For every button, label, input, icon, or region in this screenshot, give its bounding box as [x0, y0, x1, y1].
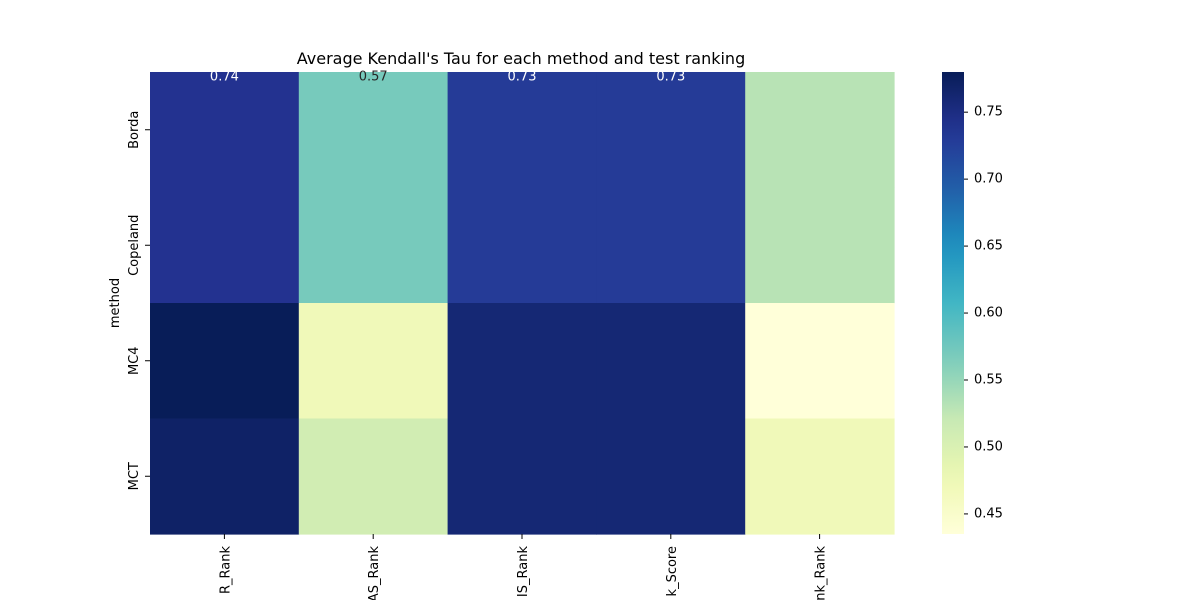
heatmap-cells [150, 72, 895, 535]
row-tick-labels: Borda Copeland MC4 MCT [127, 111, 150, 490]
column-tick-label: IS_Rank [516, 546, 531, 598]
heatmap-cell-borda-4 [745, 72, 895, 189]
heatmap-cell-mct-4 [745, 418, 895, 535]
cell-annotation: 0.74 [210, 69, 239, 84]
colorbar-tick-label: 0.65 [974, 239, 1003, 254]
colorbar-gradient [942, 72, 964, 534]
row-tick-label: MC4 [127, 346, 142, 375]
heatmap-cell-mc4-4 [745, 303, 895, 420]
heatmap-cell-mc4-1 [298, 303, 449, 420]
cell-annotation: 0.73 [508, 69, 537, 84]
colorbar-tick-label: 0.75 [974, 105, 1003, 120]
heatmap-cell-mct-0 [150, 418, 300, 535]
heatmap-cell-borda-0 [150, 72, 300, 189]
column-tick-label: k_Score [665, 546, 680, 596]
colorbar: 0.45 0.50 0.55 0.60 0.65 0.70 0.75 [942, 72, 1003, 534]
colorbar-tick-label: 0.50 [974, 439, 1003, 454]
heatmap-cell-mct-2 [447, 418, 597, 535]
heatmap-cell-mc4-0 [150, 303, 300, 420]
heatmap-cell-borda-2 [447, 72, 597, 189]
column-tick-label: AS_Rank [367, 546, 382, 600]
heatmap-cell-copeland-0 [150, 187, 300, 304]
heatmap-cell-borda-3 [596, 72, 746, 189]
column-tick-label: nk_Rank [814, 546, 829, 600]
heatmap-cell-copeland-2 [447, 187, 597, 304]
cell-annotation: 0.57 [359, 69, 388, 84]
heatmap-cell-mc4-2 [447, 303, 597, 420]
colorbar-tick-label: 0.60 [974, 306, 1003, 321]
column-tick-label: R_Rank [218, 546, 233, 594]
heatmap-cell-mct-3 [596, 418, 746, 535]
heatmap-cell-copeland-3 [596, 187, 746, 304]
colorbar-tick-label: 0.45 [974, 506, 1003, 521]
chart-title: Average Kendall's Tau for each method an… [297, 49, 745, 68]
row-tick-label: Copeland [127, 215, 142, 276]
row-tick-label: Borda [127, 111, 142, 149]
heatmap-cell-copeland-1 [298, 187, 449, 304]
y-axis-label: method [108, 278, 123, 328]
row-tick-label: MCT [127, 462, 142, 490]
column-tick-labels: R_Rank AS_Rank IS_Rank k_Score nk_Rank [218, 534, 829, 602]
heatmap-cell-copeland-4 [745, 187, 895, 304]
heatmap-cell-borda-1 [298, 72, 449, 189]
colorbar-tick-label: 0.70 [974, 172, 1003, 187]
cell-annotation: 0.73 [656, 69, 685, 84]
heatmap-cell-mct-1 [298, 418, 449, 535]
heatmap-cell-mc4-3 [596, 303, 746, 420]
colorbar-tick-label: 0.55 [974, 373, 1003, 388]
cell-annotations: 0.74 0.57 0.73 0.73 [210, 69, 685, 84]
